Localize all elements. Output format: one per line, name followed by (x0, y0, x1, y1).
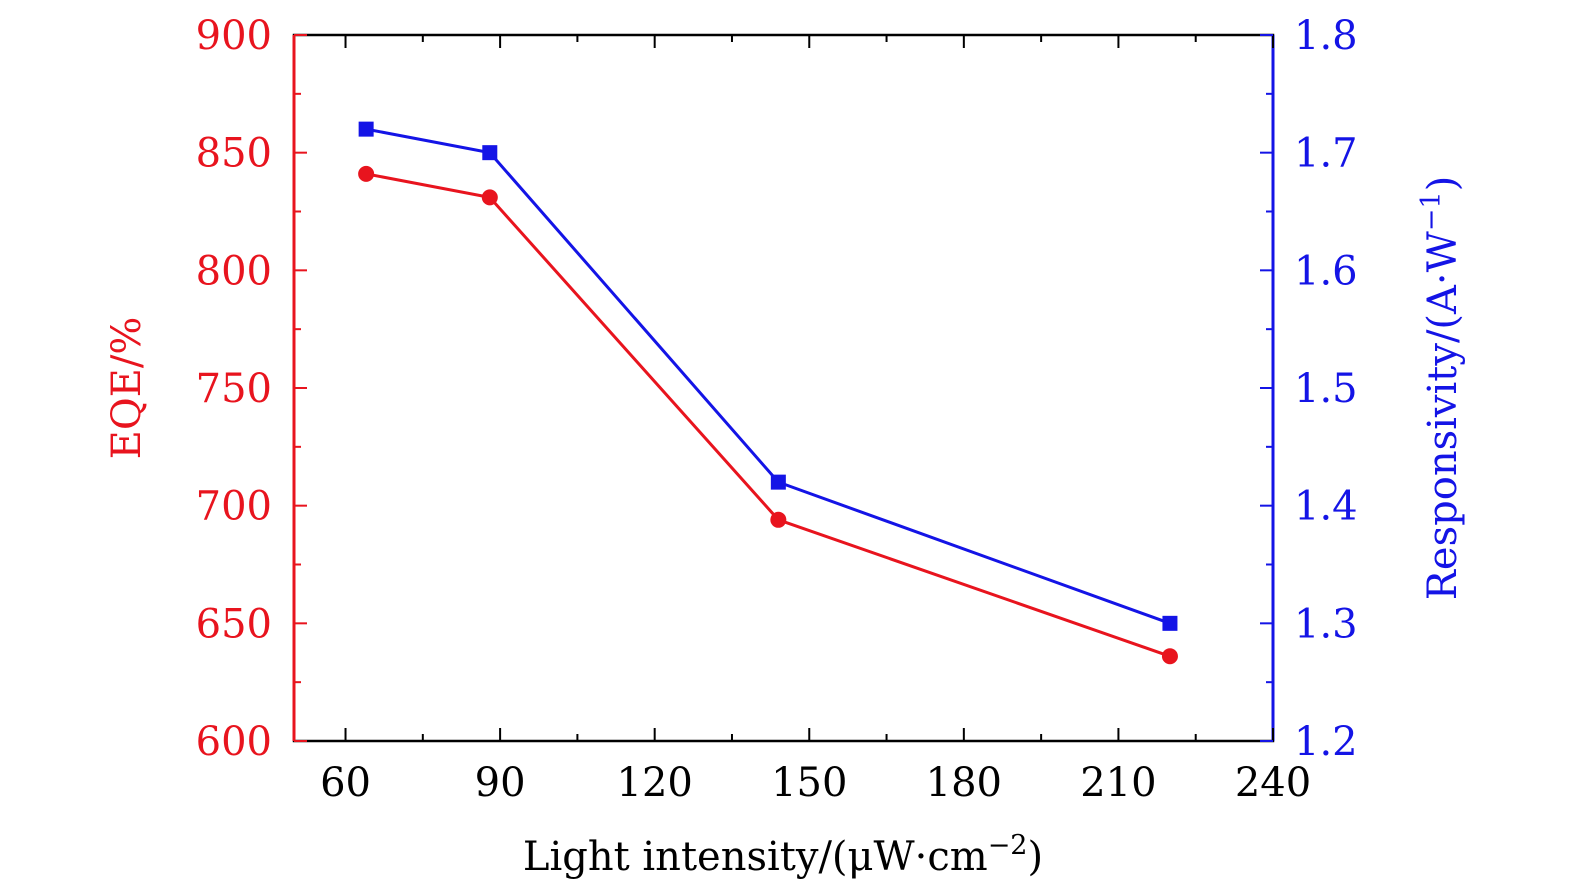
x-tick-label: 90 (475, 760, 526, 806)
eqe-data-point (481, 189, 498, 206)
x-tick-label: 60 (320, 760, 371, 806)
left-y-axis-title: EQE/% (104, 317, 150, 460)
right-tick-label: 1.7 (1294, 131, 1358, 177)
x-axis-title: Light intensity/(μW·cm−2) (523, 830, 1043, 880)
responsivity-data-point (358, 121, 374, 137)
left-tick-label: 750 (196, 366, 272, 412)
left-tick-label: 800 (196, 248, 272, 294)
series-layer (358, 121, 1178, 665)
left-tick-label: 900 (196, 13, 272, 59)
left-tick-label: 600 (196, 719, 272, 765)
right-tick-label: 1.6 (1294, 248, 1358, 294)
left-axis-ticks: 600 650 700 750 800 850 900 (196, 13, 307, 765)
left-tick-label: 700 (196, 484, 272, 530)
right-tick-label: 1.4 (1294, 484, 1358, 530)
right-tick-label: 1.3 (1294, 601, 1358, 647)
left-tick-label: 650 (196, 601, 272, 647)
x-axis-title-superscript: −2 (988, 830, 1028, 861)
responsivity-series-line (365, 127, 1171, 625)
responsivity-data-point (1162, 615, 1178, 631)
right-tick-label: 1.8 (1294, 13, 1358, 59)
plot-frame (292, 33, 1275, 743)
eqe-data-point (770, 511, 787, 528)
right-y-axis-title: Responsivity/(A·W−1) (1416, 176, 1466, 600)
responsivity-data-point (482, 145, 498, 161)
eqe-series-line (365, 172, 1171, 658)
x-tick-label: 240 (1235, 760, 1311, 806)
x-tick-label: 120 (617, 760, 693, 806)
x-tick-label: 180 (926, 760, 1002, 806)
left-tick-label: 850 (196, 131, 272, 177)
right-axis-ticks: 1.2 1.3 1.4 1.5 1.6 1.7 1.8 (1260, 13, 1358, 765)
responsivity-data-point (770, 474, 786, 490)
right-tick-label: 1.5 (1294, 366, 1358, 412)
right-axis-title-superscript: −1 (1416, 191, 1447, 231)
eqe-data-point (358, 165, 375, 182)
x-tick-label: 150 (771, 760, 847, 806)
right-tick-label: 1.2 (1294, 719, 1358, 765)
x-axis-ticks: 60 90 120 150 180 210 240 (320, 35, 1311, 806)
eqe-data-point (1161, 648, 1178, 665)
x-tick-label: 210 (1080, 760, 1156, 806)
